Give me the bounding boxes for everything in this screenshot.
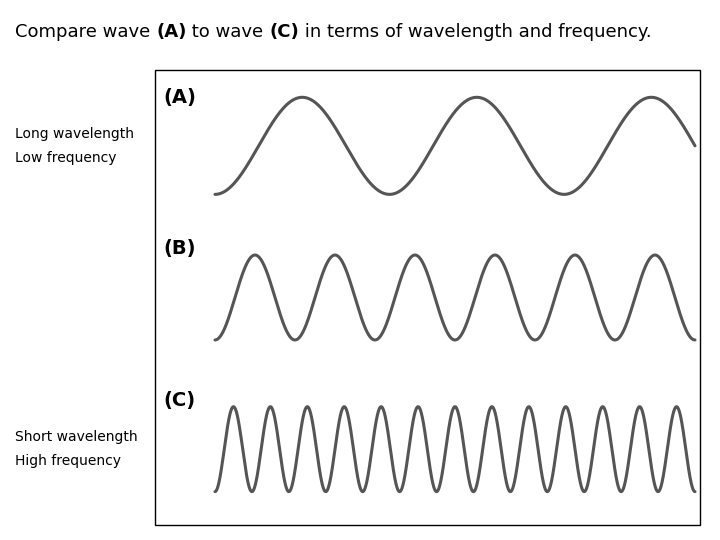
Text: (C): (C) (269, 23, 299, 41)
Text: (C): (C) (163, 391, 195, 410)
Text: (A): (A) (156, 23, 186, 41)
Text: Low frequency: Low frequency (15, 151, 117, 165)
Text: to wave: to wave (186, 23, 269, 41)
Text: (B): (B) (163, 239, 196, 259)
Text: Short wavelength: Short wavelength (15, 430, 138, 444)
Text: Long wavelength: Long wavelength (15, 127, 134, 141)
Text: High frequency: High frequency (15, 454, 121, 468)
Text: Compare wave: Compare wave (15, 23, 156, 41)
Text: in terms of wavelength and frequency.: in terms of wavelength and frequency. (299, 23, 652, 41)
Text: (A): (A) (163, 88, 196, 107)
Bar (155, 70, 700, 525)
